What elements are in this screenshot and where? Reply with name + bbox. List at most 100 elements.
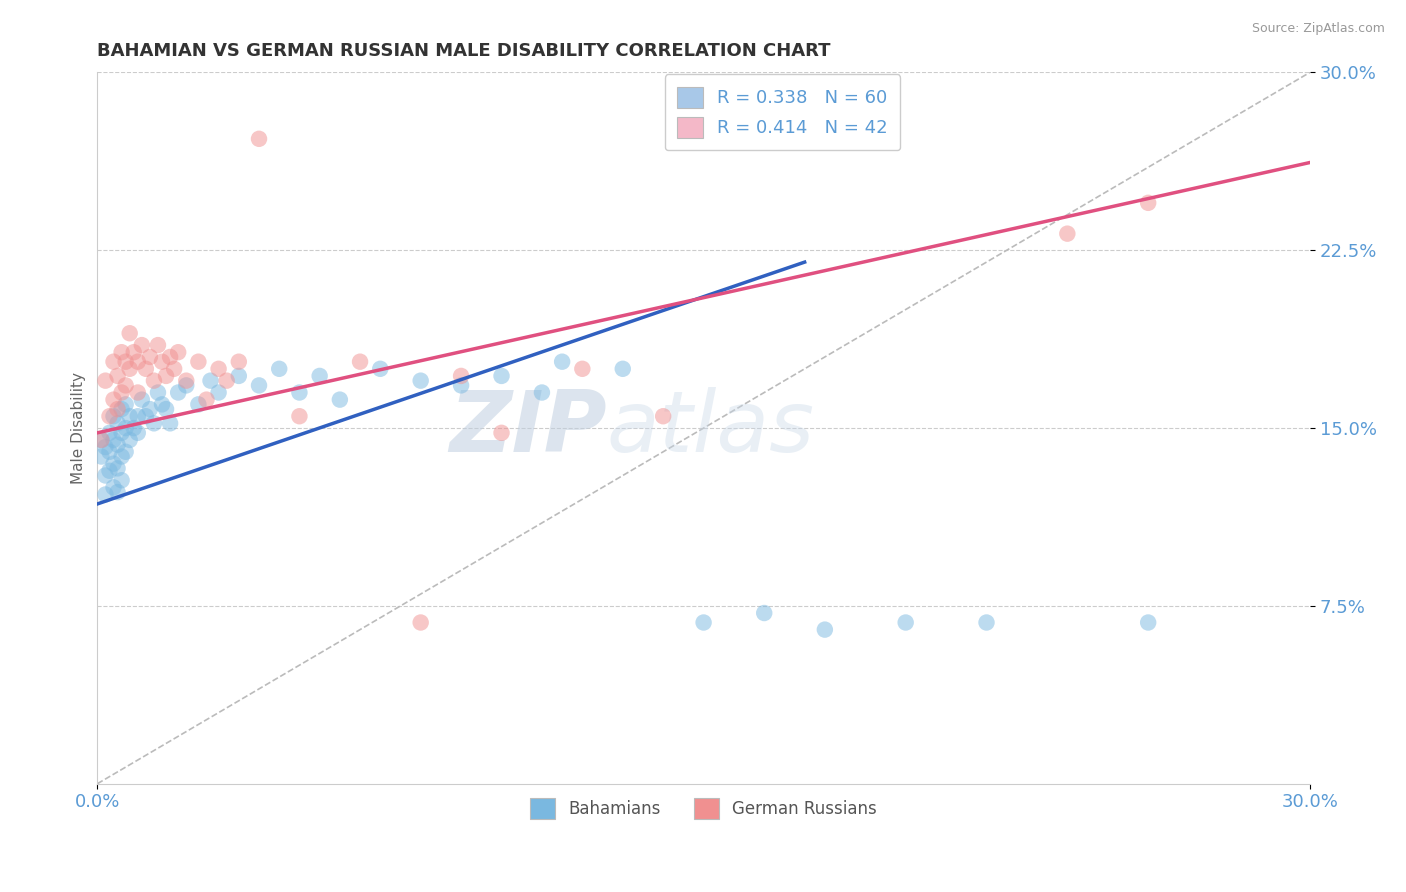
Point — [110, 425, 132, 440]
Point — [491, 425, 513, 440]
Point — [103, 480, 125, 494]
Point — [118, 361, 141, 376]
Point — [1137, 615, 1160, 630]
Point — [530, 385, 553, 400]
Point — [110, 385, 132, 400]
Legend: Bahamians, German Russians: Bahamians, German Russians — [523, 791, 884, 825]
Text: Source: ZipAtlas.com: Source: ZipAtlas.com — [1251, 22, 1385, 36]
Point — [195, 392, 218, 407]
Point — [98, 444, 121, 458]
Point — [103, 433, 125, 447]
Point — [98, 464, 121, 478]
Point — [150, 354, 173, 368]
Point — [1056, 227, 1078, 241]
Point — [94, 487, 117, 501]
Point — [114, 378, 136, 392]
Point — [90, 433, 112, 447]
Point — [107, 485, 129, 500]
Point — [155, 368, 177, 383]
Point — [94, 374, 117, 388]
Point — [612, 361, 634, 376]
Point — [200, 374, 222, 388]
Point — [142, 374, 165, 388]
Point — [187, 397, 209, 411]
Point — [103, 392, 125, 407]
Point — [491, 368, 513, 383]
Point — [174, 374, 197, 388]
Point — [135, 409, 157, 424]
Point — [1137, 195, 1160, 210]
Text: ZIP: ZIP — [449, 386, 606, 469]
Point — [652, 409, 675, 424]
Text: BAHAMIAN VS GERMAN RUSSIAN MALE DISABILITY CORRELATION CHART: BAHAMIAN VS GERMAN RUSSIAN MALE DISABILI… — [97, 42, 831, 60]
Point — [450, 378, 472, 392]
Point — [409, 374, 432, 388]
Point — [571, 361, 593, 376]
Point — [159, 417, 181, 431]
Point — [247, 378, 270, 392]
Point — [110, 402, 132, 417]
Point — [118, 409, 141, 424]
Point — [135, 361, 157, 376]
Point — [139, 402, 162, 417]
Point — [110, 450, 132, 464]
Point — [349, 354, 371, 368]
Point — [127, 409, 149, 424]
Point — [98, 409, 121, 424]
Point — [114, 444, 136, 458]
Point — [122, 345, 145, 359]
Point — [110, 345, 132, 359]
Point — [90, 450, 112, 464]
Point — [103, 354, 125, 368]
Point — [114, 354, 136, 368]
Point — [90, 433, 112, 447]
Point — [976, 615, 998, 630]
Point — [107, 461, 129, 475]
Point — [146, 385, 169, 400]
Point — [118, 326, 141, 341]
Point — [167, 385, 190, 400]
Point — [450, 368, 472, 383]
Point — [174, 378, 197, 392]
Point — [692, 615, 714, 630]
Point — [107, 402, 129, 417]
Point — [754, 606, 776, 620]
Point — [163, 361, 186, 376]
Point — [894, 615, 917, 630]
Point — [329, 392, 352, 407]
Point — [131, 338, 153, 352]
Point — [122, 421, 145, 435]
Point — [146, 338, 169, 352]
Point — [228, 354, 250, 368]
Point — [107, 417, 129, 431]
Point — [215, 374, 238, 388]
Point — [288, 409, 311, 424]
Point — [207, 361, 229, 376]
Point — [110, 473, 132, 487]
Point — [409, 615, 432, 630]
Point — [155, 402, 177, 417]
Point — [103, 457, 125, 471]
Point — [150, 397, 173, 411]
Point — [114, 397, 136, 411]
Point — [187, 354, 209, 368]
Point — [107, 368, 129, 383]
Point — [127, 354, 149, 368]
Y-axis label: Male Disability: Male Disability — [72, 372, 86, 484]
Point — [551, 354, 574, 368]
Point — [107, 438, 129, 452]
Point — [228, 368, 250, 383]
Point — [288, 385, 311, 400]
Point — [127, 385, 149, 400]
Point — [159, 350, 181, 364]
Point — [814, 623, 837, 637]
Point — [94, 468, 117, 483]
Point — [167, 345, 190, 359]
Point — [247, 132, 270, 146]
Point — [269, 361, 291, 376]
Point — [368, 361, 391, 376]
Point — [139, 350, 162, 364]
Point — [103, 409, 125, 424]
Point — [114, 421, 136, 435]
Point — [118, 433, 141, 447]
